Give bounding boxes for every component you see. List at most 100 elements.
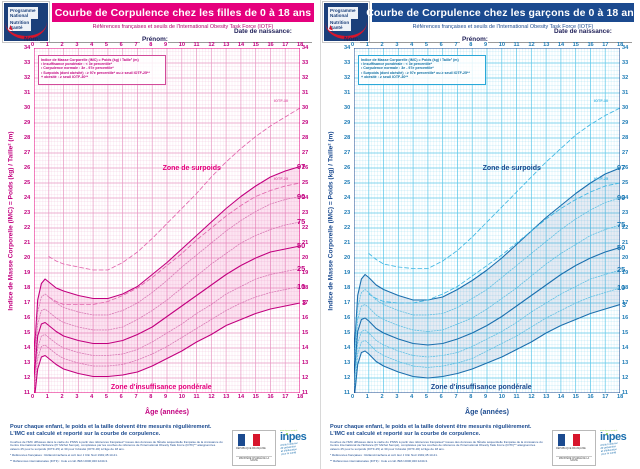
y-tick-12: 12 (622, 375, 629, 381)
y-tick-11: 11 (622, 390, 628, 396)
field-prenom[interactable]: Prénom: (462, 35, 568, 43)
x-tick-16: 16 (587, 42, 594, 48)
y-tick-29: 29 (622, 120, 629, 126)
y-tick-17: 17 (622, 300, 629, 306)
field-input[interactable] (234, 35, 312, 43)
legend-item-0: • Insuffisance pondérale : < 3e percenti… (361, 61, 433, 66)
x-tick-3: 3 (395, 42, 399, 48)
field-input[interactable] (360, 35, 461, 43)
x-tick-13: 13 (543, 42, 550, 48)
y-tick-27: 27 (302, 150, 309, 156)
x-tick-10: 10 (498, 394, 505, 400)
x-tick-8: 8 (469, 394, 473, 400)
x-tick-6: 6 (439, 42, 443, 48)
legend-item-1: • Corpulence normale : 3e - 97e percenti… (361, 66, 434, 71)
inpes-url: www.inpes.sante.fr (280, 430, 298, 432)
y-tick-21: 21 (622, 240, 629, 246)
x-tick-11: 11 (513, 394, 520, 400)
field-input[interactable] (487, 35, 568, 43)
footer-ref1: * Références françaises : Rolland-Cacher… (330, 452, 438, 457)
y-tick-23: 23 (622, 210, 629, 216)
y-tick-14: 14 (622, 345, 629, 351)
x-tick-1: 1 (45, 42, 49, 48)
y-tick-32: 32 (24, 75, 31, 81)
x-tick-15: 15 (572, 42, 579, 48)
legend-item-3: + obésité : ≥ seuil IOTF-30** (41, 74, 89, 79)
y-tick-18: 18 (24, 285, 31, 291)
percentile-label-75: 75 (617, 220, 626, 229)
percentile-label-50: 50 (297, 241, 306, 250)
field-label: Date de naissance: (234, 28, 292, 35)
inpes-wordmark: inpes (600, 431, 627, 444)
y-tick-21: 21 (24, 240, 31, 246)
y-tick-25: 25 (24, 180, 31, 186)
chart-sheet-girls: Programme National Nutrition Santé Courbe de… (3, 2, 316, 466)
legend-item-2: • Surpoids (dont obésité) : ≥ 97e percen… (41, 70, 150, 75)
y-tick-34: 34 (622, 45, 629, 51)
footer-small-print: Courbes de l'IMC diffusées dans le cadre… (10, 439, 223, 451)
y-tick-33: 33 (344, 60, 351, 66)
x-tick-3: 3 (75, 394, 79, 400)
y-axis-label: Indice de Masse Corporelle (IMC) = Poids… (4, 48, 18, 393)
bmi-curves-svg (34, 48, 300, 393)
legend-item-1: • Corpulence normale : 3e - 97e percenti… (41, 66, 114, 71)
y-tick-21: 21 (302, 240, 309, 246)
x-tick-9: 9 (484, 394, 488, 400)
x-tick-18: 18 (297, 394, 304, 400)
x-tick-1: 1 (45, 394, 49, 400)
field-label: Nom: (24, 36, 41, 43)
iotf-label-iotf-30: IOTF-30 (594, 99, 609, 103)
y-tick-20: 20 (24, 255, 31, 261)
sheet-divider (319, 0, 321, 469)
y-tick-29: 29 (344, 120, 351, 126)
x-tick-18: 18 (617, 394, 624, 400)
x-tick-6: 6 (119, 394, 123, 400)
field-prenom[interactable]: Prénom: (142, 35, 248, 43)
inpes-dot-icon (605, 432, 609, 436)
ministry-label: MINISTÈRE CHARGÉ DE LA SANTÉ (236, 455, 272, 463)
field-date-naissance[interactable]: Date de naissance: (554, 28, 636, 43)
y-tick-11: 11 (344, 390, 350, 396)
x-tick-16: 16 (267, 42, 274, 48)
x-tick-17: 17 (602, 42, 609, 48)
y-tick-15: 15 (24, 330, 31, 336)
y-tick-33: 33 (24, 60, 31, 66)
field-input[interactable] (554, 35, 632, 43)
x-tick-15: 15 (252, 394, 259, 400)
x-tick-5: 5 (104, 394, 108, 400)
y-tick-11: 11 (24, 390, 30, 396)
field-date-naissance[interactable]: Date de naissance: (234, 28, 316, 43)
field-nom[interactable]: Nom: (344, 35, 461, 43)
x-tick-5: 5 (424, 394, 428, 400)
y-tick-22: 22 (622, 225, 629, 231)
inpes-tagline: institut national de prévention et d'éduca… (600, 442, 618, 457)
x-tick-1: 1 (365, 42, 369, 48)
field-nom[interactable]: Nom: (24, 35, 141, 43)
zone-label-insuffisance: Zone d'insuffisance pondérale (110, 384, 212, 391)
y-tick-32: 32 (302, 75, 309, 81)
y-tick-28: 28 (344, 135, 351, 141)
x-tick-12: 12 (528, 394, 535, 400)
y-tick-17: 17 (24, 300, 31, 306)
field-input[interactable] (167, 35, 248, 43)
y-axis-label-text: Indice de Masse Corporelle (IMC) = Poids… (327, 130, 335, 311)
y-tick-15: 15 (344, 330, 351, 336)
plot-area (34, 48, 300, 393)
y-tick-27: 27 (344, 150, 351, 156)
iotf-label-iotf-25: IOTF-25 (274, 177, 289, 181)
field-input[interactable] (40, 35, 141, 43)
y-tick-29: 29 (302, 120, 309, 126)
legend-box: Indice de Masse Corporelle (IMC) = Poids… (38, 55, 166, 85)
y-tick-12: 12 (302, 375, 309, 381)
x-tick-0: 0 (31, 394, 35, 400)
x-tick-10: 10 (178, 394, 185, 400)
x-tick-5: 5 (104, 42, 108, 48)
x-tick-12: 12 (528, 42, 535, 48)
percentile-label-10: 10 (617, 283, 626, 292)
x-tick-13: 13 (223, 42, 230, 48)
y-tick-31: 31 (344, 90, 351, 96)
x-tick-12: 12 (208, 42, 215, 48)
x-tick-2: 2 (60, 394, 64, 400)
y-tick-31: 31 (302, 90, 309, 96)
x-tick-14: 14 (557, 42, 565, 48)
